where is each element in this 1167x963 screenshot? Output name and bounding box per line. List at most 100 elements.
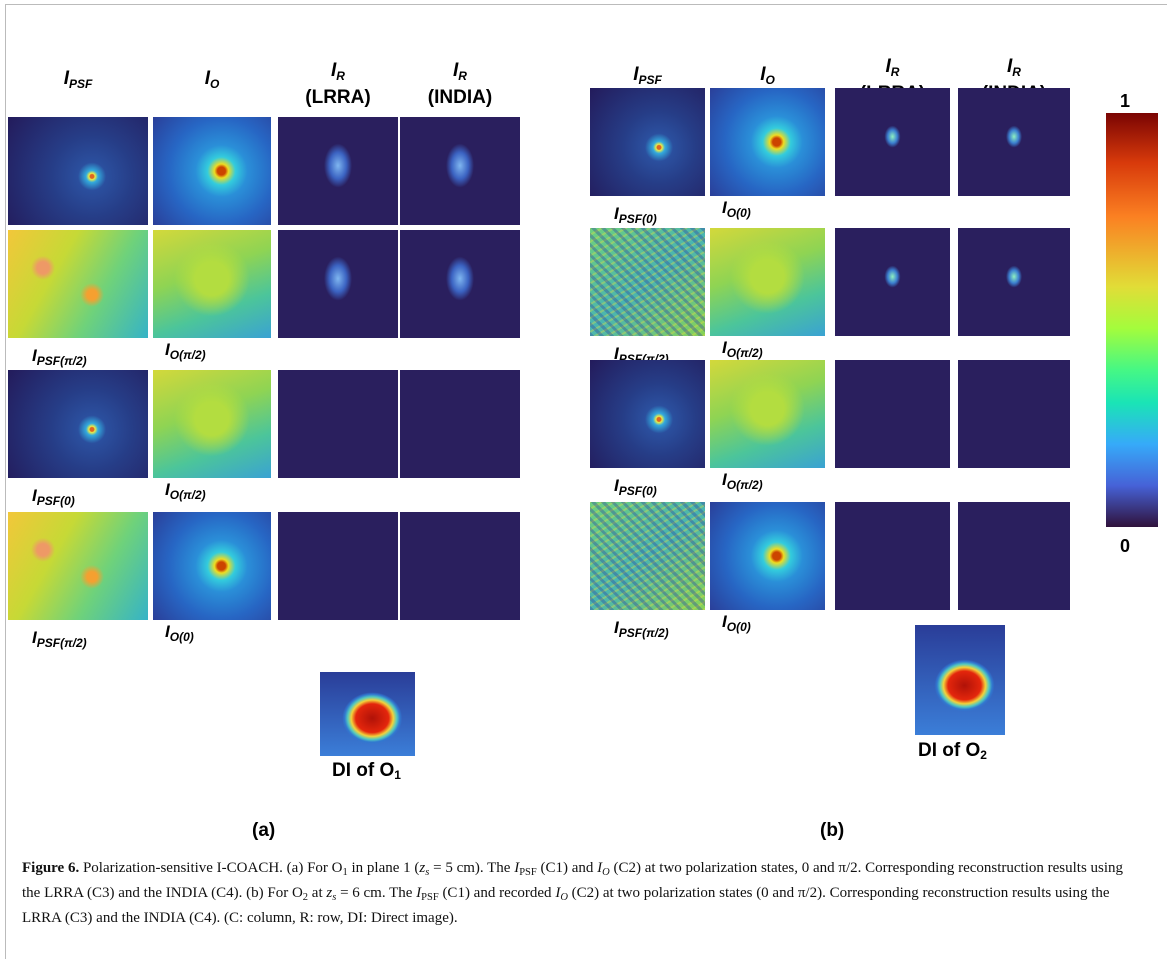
caption-text: PSF bbox=[421, 892, 439, 903]
row-label: IPSF(π/2) bbox=[614, 618, 669, 640]
image-tile bbox=[8, 370, 148, 478]
caption-text: (C1) and bbox=[537, 860, 597, 876]
column-header: IPSF bbox=[8, 68, 148, 95]
image-tile bbox=[400, 230, 520, 338]
image-tile bbox=[958, 88, 1070, 196]
image-tile bbox=[8, 512, 148, 620]
subscript: 2 bbox=[980, 748, 987, 762]
subscript: O(0) bbox=[727, 206, 751, 220]
image-tile bbox=[958, 228, 1070, 336]
caption-text: (C1) and recorded bbox=[439, 885, 556, 901]
row-label: IO(0) bbox=[722, 198, 751, 220]
row-label: IO(π/2) bbox=[165, 340, 206, 362]
image-tile bbox=[278, 512, 398, 620]
column-header: IR(LRRA) bbox=[278, 60, 398, 109]
caption-text: Polarization-sensitive I-COACH. (a) For … bbox=[79, 860, 342, 876]
caption-text: = 6 cm. The bbox=[336, 885, 416, 901]
direct-image bbox=[320, 672, 415, 756]
image-tile bbox=[8, 230, 148, 338]
row-label: IO(0) bbox=[722, 612, 751, 634]
caption-text: PSF bbox=[519, 867, 537, 878]
subscript: PSF(π/2) bbox=[619, 626, 669, 640]
image-tile bbox=[590, 502, 705, 610]
subscript: R bbox=[458, 69, 467, 83]
header-symbol: IO bbox=[153, 68, 271, 95]
image-tile bbox=[710, 360, 825, 468]
subscript: PSF(0) bbox=[37, 494, 75, 508]
header-symbol: IO bbox=[710, 64, 825, 91]
row-label: IPSF(π/2) bbox=[32, 346, 87, 368]
subscript: R bbox=[336, 69, 345, 83]
caption-text: = 5 cm). The bbox=[429, 860, 514, 876]
caption: Figure 6. Polarization-sensitive I-COACH… bbox=[22, 858, 1142, 929]
column-header: IR(INDIA) bbox=[400, 60, 520, 109]
subscript: PSF(π/2) bbox=[37, 636, 87, 650]
header-symbol: IPSF bbox=[590, 64, 705, 91]
frame-line bbox=[5, 4, 6, 959]
image-tile bbox=[400, 370, 520, 478]
label-text: DI of O bbox=[918, 740, 980, 761]
image-tile bbox=[8, 117, 148, 225]
image-tile bbox=[835, 502, 950, 610]
subscript: O bbox=[210, 77, 219, 91]
caption-text: Figure 6. bbox=[22, 860, 79, 876]
subscript: O(0) bbox=[170, 630, 194, 644]
image-tile bbox=[278, 370, 398, 478]
subscript: O bbox=[765, 73, 774, 87]
image-tile bbox=[710, 502, 825, 610]
subscript: O(0) bbox=[727, 620, 751, 634]
direct-image bbox=[915, 625, 1005, 735]
colorbar bbox=[1106, 113, 1158, 527]
subscript: 1 bbox=[394, 768, 401, 782]
subscript: PSF bbox=[638, 73, 661, 87]
subscript: R bbox=[1012, 65, 1021, 79]
subscript: PSF(0) bbox=[619, 212, 657, 226]
frame-line bbox=[5, 4, 1167, 5]
image-tile bbox=[710, 88, 825, 196]
row-label: IPSF(π/2) bbox=[32, 628, 87, 650]
image-tile bbox=[153, 117, 271, 225]
colorbar-min: 0 bbox=[1120, 536, 1130, 557]
panel-label: (a) bbox=[252, 820, 275, 842]
header-symbol: IR bbox=[958, 56, 1070, 83]
image-tile bbox=[590, 228, 705, 336]
direct-image-label: DI of O2 bbox=[918, 740, 987, 762]
header-symbol: IR bbox=[400, 60, 520, 87]
subscript: PSF(0) bbox=[619, 484, 657, 498]
caption-text: O bbox=[602, 867, 610, 878]
caption-text: at bbox=[308, 885, 326, 901]
direct-image-label: DI of O1 bbox=[332, 760, 401, 782]
colorbar-max: 1 bbox=[1120, 91, 1130, 112]
image-tile bbox=[153, 512, 271, 620]
header-symbol: IPSF bbox=[8, 68, 148, 95]
subscript: O(π/2) bbox=[727, 478, 763, 492]
image-tile bbox=[278, 230, 398, 338]
label-text: DI of O bbox=[332, 760, 394, 781]
caption-text: O bbox=[560, 892, 568, 903]
row-label: IO(π/2) bbox=[165, 480, 206, 502]
image-tile bbox=[958, 502, 1070, 610]
row-label: IPSF(0) bbox=[614, 476, 657, 498]
row-label: IO(0) bbox=[165, 622, 194, 644]
image-tile bbox=[278, 117, 398, 225]
row-label: IPSF(0) bbox=[32, 486, 75, 508]
image-tile bbox=[835, 360, 950, 468]
header-symbol: IR bbox=[835, 56, 950, 83]
header-note: (LRRA) bbox=[278, 87, 398, 109]
image-tile bbox=[153, 370, 271, 478]
subscript: O(π/2) bbox=[727, 346, 763, 360]
header-note: (INDIA) bbox=[400, 87, 520, 109]
image-tile bbox=[400, 117, 520, 225]
header-symbol: IR bbox=[278, 60, 398, 87]
subscript: PSF bbox=[69, 77, 92, 91]
subscript: O(π/2) bbox=[170, 488, 206, 502]
row-label: IPSF(0) bbox=[614, 204, 657, 226]
subscript: O(π/2) bbox=[170, 348, 206, 362]
panel-label: (b) bbox=[820, 820, 844, 842]
row-label: IO(π/2) bbox=[722, 338, 763, 360]
subscript: R bbox=[891, 65, 900, 79]
image-tile bbox=[958, 360, 1070, 468]
image-tile bbox=[835, 88, 950, 196]
caption-text: in plane 1 ( bbox=[348, 860, 420, 876]
column-header: IPSF bbox=[590, 64, 705, 91]
